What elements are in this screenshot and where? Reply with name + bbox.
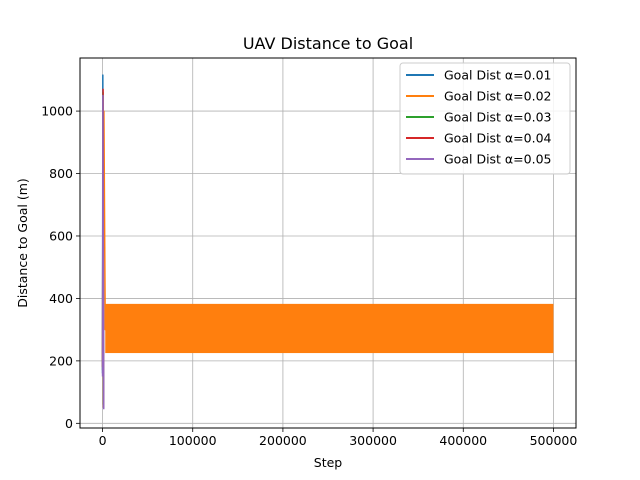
x-axis-ticks: 0 100000 200000 300000 400000 500000 bbox=[99, 428, 578, 448]
y-tick-label: 800 bbox=[49, 166, 73, 181]
legend-label: Goal Dist α=0.03 bbox=[444, 110, 551, 125]
y-tick-label: 0 bbox=[65, 416, 73, 431]
x-tick-label: 200000 bbox=[259, 433, 307, 448]
x-tick-label: 500000 bbox=[530, 433, 578, 448]
x-axis-label: Step bbox=[314, 455, 343, 470]
x-tick-label: 100000 bbox=[169, 433, 217, 448]
legend-label: Goal Dist α=0.02 bbox=[444, 89, 551, 104]
y-axis-ticks: 0 200 400 600 800 1000 bbox=[41, 104, 80, 431]
legend-box bbox=[399, 62, 571, 175]
x-tick-label: 400000 bbox=[439, 433, 487, 448]
legend-label: Goal Dist α=0.04 bbox=[444, 131, 552, 146]
y-tick-label: 200 bbox=[49, 353, 73, 368]
plot-frame bbox=[79, 57, 577, 429]
y-tick-label: 600 bbox=[49, 228, 73, 243]
legend-label: Goal Dist α=0.05 bbox=[444, 152, 551, 167]
chart-title: UAV Distance to Goal bbox=[243, 34, 413, 53]
series-line-5 bbox=[101, 94, 105, 410]
series-layer bbox=[101, 74, 554, 410]
y-tick-label: 1000 bbox=[41, 104, 73, 119]
y-tick-label: 400 bbox=[49, 291, 73, 306]
y-axis-label: Distance to Goal (m) bbox=[15, 178, 30, 308]
x-tick-label: 300000 bbox=[349, 433, 397, 448]
legend: Goal Dist α=0.01 Goal Dist α=0.02 Goal Dis… bbox=[399, 62, 571, 175]
series-band-alpha-0.02 bbox=[105, 304, 554, 354]
legend-label: Goal Dist α=0.01 bbox=[444, 68, 551, 83]
x-tick-label: 0 bbox=[99, 433, 107, 448]
